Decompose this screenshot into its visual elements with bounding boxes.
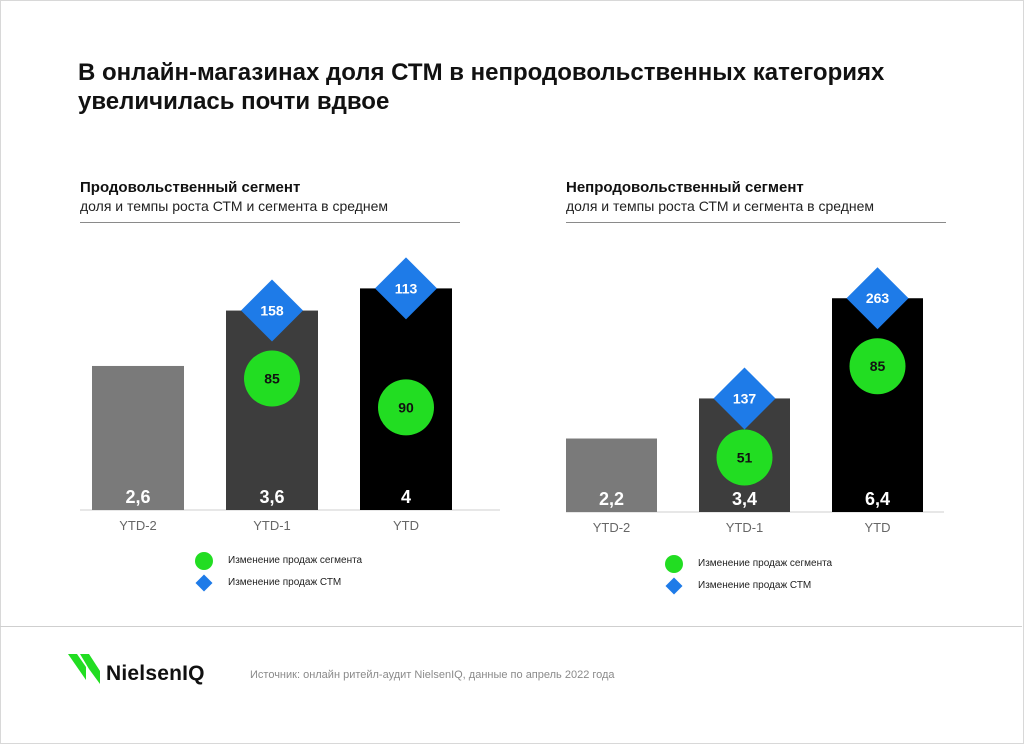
green-circle-icon xyxy=(716,429,773,486)
segment-change-label: 85 xyxy=(264,371,280,387)
bar-ytd-2 xyxy=(92,365,184,510)
legend-item-segment: Изменение продаж сегмента xyxy=(662,553,962,575)
blue-diamond-icon xyxy=(195,574,213,592)
bar-value-label: 4 xyxy=(401,487,411,507)
stm-change-label: 137 xyxy=(733,390,757,406)
panel-title: Продовольственный сегмент xyxy=(80,179,301,196)
stm-change-label: 158 xyxy=(260,303,284,319)
stm-change-marker: 263 xyxy=(846,267,909,330)
bar-ytd-2 xyxy=(566,438,657,512)
bar-ytd-1 xyxy=(226,310,318,510)
stm-change-marker: 137 xyxy=(713,367,776,430)
food-segment-chart: 2,6 YTD-2 3,6 YTD-1 158 85 4 YTD 113 90 xyxy=(80,257,500,533)
stm-change-marker: 113 xyxy=(375,257,437,320)
source-note: Источник: онлайн ритейл-аудит NielsenIQ,… xyxy=(250,669,615,681)
bar-value-label: 3,6 xyxy=(259,487,284,507)
green-circle-icon xyxy=(195,552,213,570)
legend-label: Изменение продаж СТМ xyxy=(228,577,342,588)
segment-change-label: 90 xyxy=(398,399,414,415)
stm-change-label: 263 xyxy=(866,290,890,306)
segment-change-marker: 85 xyxy=(244,350,300,407)
panel-header: Непродовольственный сегмент доля и темпы… xyxy=(566,178,946,223)
legend-item-stm: Изменение продаж СТМ xyxy=(662,575,962,597)
blue-diamond-icon xyxy=(713,367,776,430)
legend-item-segment: Изменение продаж сегмента xyxy=(192,550,492,572)
chart-legend: Изменение продаж сегмента Изменение прод… xyxy=(192,550,492,594)
nonfood-segment-panel: Непродовольственный сегмент доля и темпы… xyxy=(566,178,1016,608)
bar-value-label: 3,4 xyxy=(732,489,757,509)
nonfood-segment-chart: 2,2 YTD-2 3,4 YTD-1 137 51 6,4 YTD 263 85 xyxy=(566,267,944,535)
green-circle-icon xyxy=(378,379,434,436)
bar-ytd xyxy=(832,298,923,512)
legend-label: Изменение продаж СТМ xyxy=(698,580,812,591)
segment-change-marker: 90 xyxy=(378,379,434,436)
stm-change-label: 113 xyxy=(395,280,418,296)
chart-legend: Изменение продаж сегмента Изменение прод… xyxy=(662,553,962,597)
x-tick-label: YTD-2 xyxy=(119,518,157,533)
panel-subtitle: доля и темпы роста СТМ и сегмента в сред… xyxy=(566,198,875,214)
green-circle-icon xyxy=(665,555,683,573)
x-tick-label: YTD-1 xyxy=(253,518,291,533)
blue-diamond-icon xyxy=(241,279,303,342)
bar-value-label: 2,6 xyxy=(125,487,150,507)
panel-title: Непродовольственный сегмент xyxy=(566,179,804,196)
footer-divider xyxy=(0,626,1022,627)
panel-header: Продовольственный сегмент доля и темпы р… xyxy=(80,178,460,223)
nielseniq-logo: NielsenIQ xyxy=(66,648,246,688)
panel-subtitle: доля и темпы роста СТМ и сегмента в сред… xyxy=(80,198,389,214)
bar-value-label: 2,2 xyxy=(599,489,624,509)
x-tick-label: YTD xyxy=(865,520,891,535)
blue-diamond-icon xyxy=(375,257,437,320)
legend-item-stm: Изменение продаж СТМ xyxy=(192,572,492,594)
slide-title: В онлайн-магазинах доля СТМ в непродовол… xyxy=(78,59,885,115)
logo-text: NielsenIQ xyxy=(106,662,205,685)
segment-change-label: 85 xyxy=(870,358,886,374)
x-tick-label: YTD-1 xyxy=(726,520,764,535)
bar-value-label: 6,4 xyxy=(865,489,890,509)
nielseniq-logo-icon xyxy=(68,654,100,684)
stm-change-marker: 158 xyxy=(241,279,303,342)
segment-change-marker: 85 xyxy=(849,338,906,395)
blue-diamond-icon xyxy=(846,267,909,330)
segment-change-label: 51 xyxy=(737,449,753,465)
blue-diamond-icon xyxy=(665,577,683,595)
food-segment-panel: Продовольственный сегмент доля и темпы р… xyxy=(80,178,530,608)
x-tick-label: YTD-2 xyxy=(593,520,631,535)
legend-label: Изменение продаж сегмента xyxy=(228,555,363,566)
legend-label: Изменение продаж сегмента xyxy=(698,558,833,569)
x-tick-label: YTD xyxy=(393,518,419,533)
green-circle-icon xyxy=(849,338,906,395)
segment-change-marker: 51 xyxy=(716,429,773,486)
green-circle-icon xyxy=(244,350,300,407)
